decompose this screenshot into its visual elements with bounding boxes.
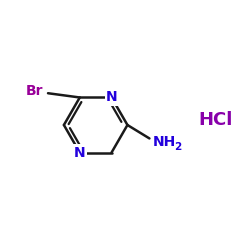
- Text: Br: Br: [26, 84, 43, 98]
- Text: N: N: [74, 146, 86, 160]
- Text: N: N: [106, 90, 117, 104]
- Text: NH: NH: [152, 135, 176, 149]
- Text: 2: 2: [174, 142, 181, 152]
- Text: HCl: HCl: [198, 111, 233, 129]
